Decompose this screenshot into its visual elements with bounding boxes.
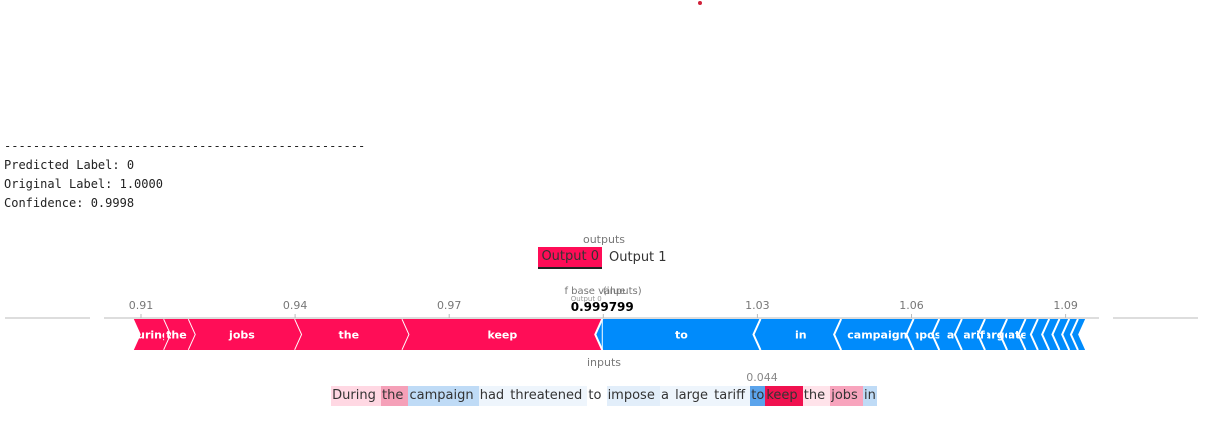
- force-segment[interactable]: [753, 319, 842, 350]
- axis-tick-label: 1.03: [745, 299, 770, 312]
- fx-inputs-label: (inputs): [603, 286, 642, 297]
- predicted-label-line: Predicted Label: 0: [4, 158, 135, 172]
- force-segment[interactable]: [188, 319, 303, 350]
- segment-label: to: [675, 329, 688, 342]
- input-token[interactable]: the: [802, 386, 831, 406]
- input-token[interactable]: the: [381, 386, 409, 406]
- segment-label: a: [947, 329, 954, 342]
- input-token[interactable]: in: [862, 386, 877, 406]
- input-token[interactable]: jobs: [830, 386, 863, 406]
- input-token[interactable]: a: [659, 386, 675, 406]
- input-tokens: During the campaign had threatened to im…: [0, 386, 1208, 406]
- segment-label: keep: [487, 329, 517, 342]
- segment-separator: [1069, 318, 1079, 351]
- segment-separator: [1051, 318, 1061, 351]
- segment-separator: [953, 318, 963, 351]
- output-0-button[interactable]: Output 0: [538, 247, 602, 269]
- outputs-title: outputs: [582, 233, 625, 246]
- force-segment[interactable]: [133, 319, 172, 350]
- input-token[interactable]: threatened: [509, 386, 588, 406]
- segment-separator: [187, 318, 197, 351]
- force-segment[interactable]: [1018, 319, 1038, 350]
- outputs-selector: Output 0 Output 1: [0, 247, 1208, 269]
- axis-tick-label: 1.09: [1053, 299, 1078, 312]
- segment-label: large: [980, 329, 1012, 342]
- force-segment[interactable]: [977, 319, 1008, 350]
- input-token[interactable]: had: [478, 386, 510, 406]
- segment-label: impose: [904, 329, 949, 342]
- console-separator: ----------------------------------------…: [4, 139, 366, 153]
- fx-sub-label: Output 0: [571, 295, 602, 303]
- force-segment[interactable]: [932, 319, 962, 350]
- force-segment[interactable]: [295, 319, 410, 350]
- segment-label: the: [338, 329, 359, 342]
- input-token[interactable]: large: [674, 386, 714, 406]
- segment-separator: [833, 318, 843, 351]
- segment-separator: [752, 318, 762, 351]
- force-segment[interactable]: [834, 319, 914, 350]
- segment-separator: [1041, 318, 1051, 351]
- force-segment[interactable]: [595, 319, 761, 350]
- segment-separator: [1017, 318, 1027, 351]
- marker-dot: [698, 1, 702, 5]
- axis-tick-label: 0.94: [283, 299, 308, 312]
- input-token[interactable]: to: [750, 386, 766, 406]
- force-segment[interactable]: [954, 319, 985, 350]
- force-segment[interactable]: [164, 319, 196, 350]
- force-segment[interactable]: [402, 319, 610, 350]
- segment-label: jobs: [228, 329, 255, 342]
- confidence-line: Confidence: 0.9998: [4, 196, 135, 210]
- segment-separator: [594, 318, 604, 351]
- segment-separator: [163, 318, 173, 351]
- force-segment[interactable]: [906, 319, 940, 350]
- input-token[interactable]: to: [587, 386, 607, 406]
- output-1-button[interactable]: Output 1: [609, 250, 667, 265]
- force-segment[interactable]: [1000, 319, 1026, 350]
- segment-label: the: [166, 329, 187, 342]
- segment-label: threatened: [982, 329, 1051, 342]
- segment-separator: [998, 318, 1008, 351]
- segment-separator: [905, 318, 915, 351]
- segment-separator: [1029, 318, 1039, 351]
- segment-label: During: [128, 329, 170, 342]
- input-token[interactable]: keep: [765, 386, 803, 406]
- axis-tick-label: 0.97: [437, 299, 462, 312]
- input-token[interactable]: campaign: [408, 386, 479, 406]
- segment-label: tariff: [958, 329, 989, 342]
- inputs-title: inputs: [586, 356, 622, 369]
- base-value-label: base value: [571, 286, 625, 297]
- segment-label: in: [795, 329, 807, 342]
- axis-tick-label: 0.91: [129, 299, 154, 312]
- input-token[interactable]: During: [331, 386, 381, 406]
- input-token[interactable]: tariff: [713, 386, 751, 406]
- segment-separator: [1061, 318, 1071, 351]
- axis-ticks: 0.91 0.94 0.97 1.03 1.06 1.09: [129, 299, 1078, 318]
- segment-label: campaign: [847, 329, 907, 342]
- hover-value-label: 0.044: [746, 371, 778, 384]
- segment-separator: [401, 318, 411, 351]
- force-segments: [133, 318, 1086, 351]
- input-token[interactable]: impose: [606, 386, 660, 406]
- original-label-line: Original Label: 1.0000: [4, 177, 163, 191]
- fx-value: 0.999799: [571, 300, 634, 314]
- fx-label: f: [565, 286, 569, 297]
- axis-tick-label: 1.06: [899, 299, 924, 312]
- segment-separator: [931, 318, 941, 351]
- segment-separator: [976, 318, 986, 351]
